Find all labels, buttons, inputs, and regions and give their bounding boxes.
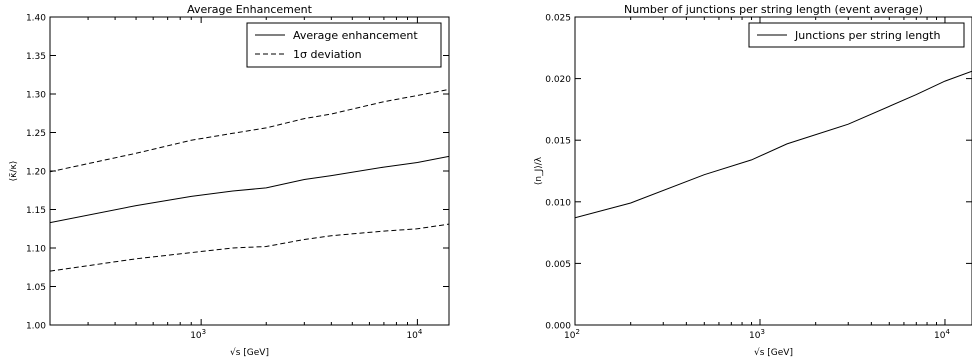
- y-tick-label: 1.40: [26, 14, 46, 24]
- legend-label: Junctions per string length: [794, 29, 940, 42]
- x-axis-label: √s [GeV]: [230, 347, 269, 358]
- y-tick-label: 0.020: [545, 75, 571, 85]
- x-tick-label: 103: [190, 328, 206, 341]
- y-tick-label: 0.005: [545, 260, 571, 270]
- y-tick-label: 1.20: [26, 168, 46, 178]
- series-line-1: [50, 155, 449, 224]
- y-tick-label: 1.10: [26, 245, 46, 255]
- y-tick-label: 1.00: [26, 322, 46, 332]
- x-tick-label: 104: [934, 328, 950, 341]
- y-tick-label: 1.35: [26, 52, 46, 62]
- series-line-2: [50, 88, 449, 173]
- plot-frame: [574, 16, 972, 326]
- y-tick-label: 0.025: [545, 14, 571, 24]
- y-axis-label: ⟨n_J⟩/λ: [534, 156, 544, 185]
- legend-box: [246, 22, 442, 68]
- y-tick-label: 1.25: [26, 129, 46, 139]
- y-tick-label: 0.000: [545, 322, 571, 332]
- x-tick-label: 103: [749, 328, 765, 341]
- chart-1: Average Enhancement 1.00 1.05 1.10 1.15 1.20 1…: [9, 3, 450, 358]
- chart-title: Number of junctions per string length (e…: [624, 3, 923, 16]
- y-tick-label: 1.15: [26, 206, 46, 216]
- series-line-3: [50, 223, 449, 272]
- x-tick-label: 104: [406, 328, 422, 341]
- series-line-1: [575, 70, 972, 219]
- x-axis-label: √s [GeV]: [754, 347, 793, 358]
- y-tick-label: 0.015: [545, 137, 571, 147]
- chart-title: Average Enhancement: [187, 3, 313, 16]
- y-tick-label: 1.05: [26, 283, 46, 293]
- legend-label: Average enhancement: [293, 29, 418, 42]
- y-tick-label: 0.010: [545, 198, 571, 208]
- legend-label: 1σ deviation: [293, 48, 362, 61]
- y-axis-label: ⟨κ̃/κ⟩: [9, 161, 19, 182]
- chart-2: Number of junctions per string length (e…: [534, 3, 972, 358]
- y-tick-label: 1.30: [26, 91, 46, 101]
